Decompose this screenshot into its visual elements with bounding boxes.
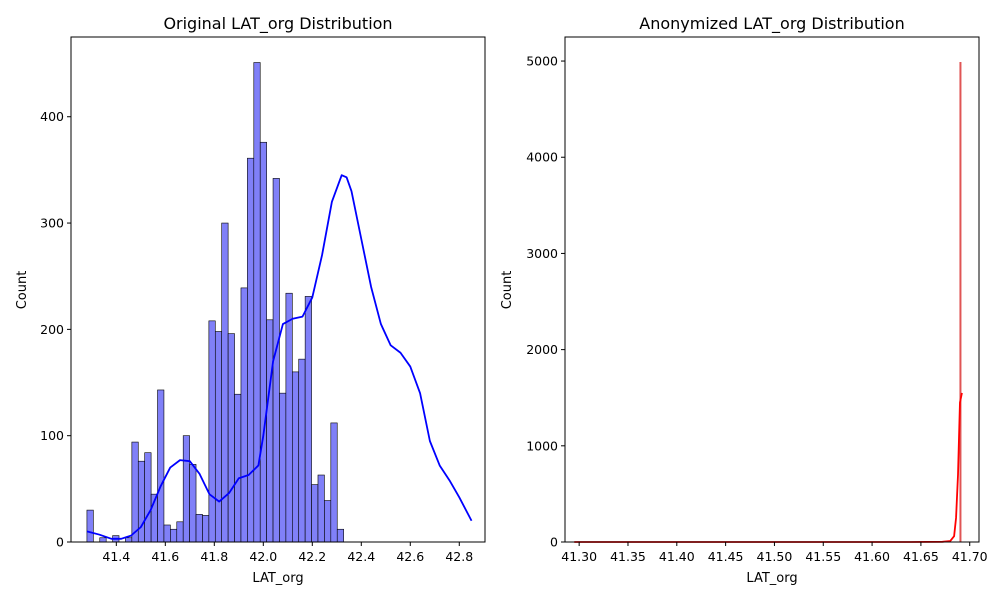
x-tick-label: 41.70 — [952, 549, 988, 564]
histogram-bar — [125, 537, 133, 543]
y-tick-label: 5000 — [526, 54, 558, 69]
x-tick-label: 42.0 — [249, 549, 277, 564]
right-x-axis-label: LAT_org — [746, 571, 797, 586]
right-x-ticks: 41.30 41.35 41.40 41.45 41.50 41.55 41.60 41.65… — [561, 542, 988, 564]
histogram-bar — [336, 528, 344, 543]
right-y-axis-label: Count — [500, 271, 515, 310]
left-x-ticks: 41.4 41.6 41.8 42.0 42.2 42.4 42.6 42.8 — [102, 542, 473, 564]
histogram-bar — [86, 509, 94, 543]
x-tick-label: 41.6 — [151, 549, 179, 564]
histogram-bar — [227, 333, 235, 543]
histogram-bar — [176, 521, 184, 543]
right-plot-frame — [564, 36, 980, 543]
histogram-bar — [99, 537, 107, 543]
left-chart-panel: Original LAT_org Distribution LAT_org Co… — [15, 14, 486, 586]
kde-curve — [86, 174, 473, 540]
histogram-bar — [202, 515, 210, 543]
y-tick-label: 3000 — [526, 246, 558, 261]
histogram-bar — [292, 371, 300, 543]
x-tick-label: 41.40 — [659, 549, 695, 564]
x-tick-label: 42.4 — [347, 549, 375, 564]
y-tick-label: 0 — [56, 535, 64, 550]
histogram-bar — [304, 296, 312, 543]
y-tick-label: 2000 — [526, 342, 558, 357]
histogram-bar — [317, 474, 325, 543]
x-tick-label: 41.30 — [561, 549, 597, 564]
x-tick-label: 42.6 — [396, 549, 424, 564]
x-tick-label: 41.55 — [805, 549, 841, 564]
x-tick-label: 41.45 — [708, 549, 744, 564]
histogram-bar — [324, 500, 332, 543]
left-y-axis-label: Count — [15, 271, 30, 310]
histogram-bar — [311, 484, 319, 543]
left-chart-title: Original LAT_org Distribution — [163, 14, 392, 34]
x-tick-label: 41.50 — [757, 549, 793, 564]
x-tick-label: 41.8 — [200, 549, 228, 564]
y-tick-label: 200 — [40, 322, 64, 337]
right-chart-title: Anonymized LAT_org Distribution — [639, 14, 904, 34]
histogram-bar — [137, 460, 145, 543]
histogram-bar — [157, 389, 165, 543]
x-tick-label: 41.4 — [102, 549, 130, 564]
y-tick-label: 100 — [40, 428, 64, 443]
y-tick-label: 4000 — [526, 150, 558, 165]
histogram-bar — [214, 331, 223, 543]
x-tick-label: 41.65 — [903, 549, 939, 564]
y-tick-label: 400 — [40, 109, 64, 124]
x-tick-label: 42.2 — [298, 549, 326, 564]
histogram-bar — [131, 441, 139, 543]
left-plot-frame — [70, 36, 486, 543]
histogram-bar — [266, 319, 274, 543]
histogram-bar — [234, 393, 242, 543]
histogram-bar — [163, 524, 171, 543]
left-y-ticks: 0 100 200 300 400 — [40, 109, 71, 550]
histogram-bar — [195, 514, 203, 543]
right-y-ticks: 0 1000 2000 3000 4000 5000 — [526, 54, 565, 550]
histogram-bar — [170, 528, 178, 543]
histogram-bar — [208, 320, 216, 543]
y-tick-label: 1000 — [526, 438, 558, 453]
right-chart-panel: Anonymized LAT_org Distribution LAT_org … — [500, 14, 988, 586]
histogram-bar — [247, 157, 255, 543]
x-tick-label: 41.60 — [854, 549, 890, 564]
x-tick-label: 41.35 — [610, 549, 646, 564]
histogram-bar — [285, 292, 293, 543]
histogram-bar — [182, 435, 190, 543]
histogram-bar — [189, 464, 197, 543]
left-kde-curve-group — [86, 174, 473, 540]
histogram-bar — [279, 392, 287, 543]
histogram-bar — [144, 452, 152, 543]
x-tick-label: 42.8 — [445, 549, 473, 564]
histogram-bar — [330, 422, 338, 543]
y-tick-label: 300 — [40, 216, 64, 231]
histogram-bar — [240, 287, 248, 543]
histogram-bar — [298, 358, 306, 543]
histogram-bar — [259, 141, 267, 543]
left-x-axis-label: LAT_org — [252, 571, 303, 586]
y-tick-label: 0 — [550, 535, 558, 550]
